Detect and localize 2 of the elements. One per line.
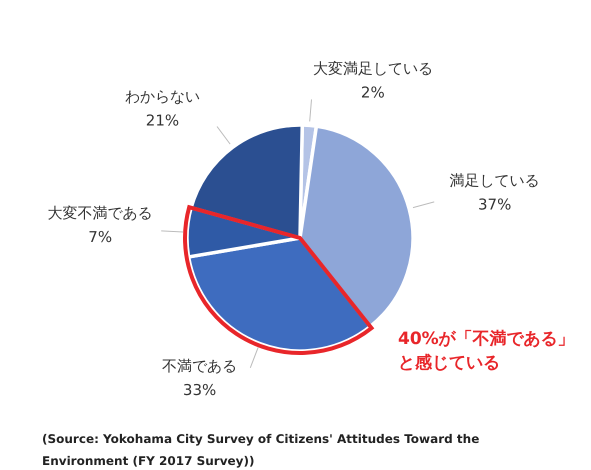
text: 40%が「不満である」と感じている bbox=[398, 329, 575, 373]
text: (Source: Yokohama City Survey of Citizens' Attitudes Toward the Environment (FY 2017 Survey)) bbox=[42, 432, 480, 468]
